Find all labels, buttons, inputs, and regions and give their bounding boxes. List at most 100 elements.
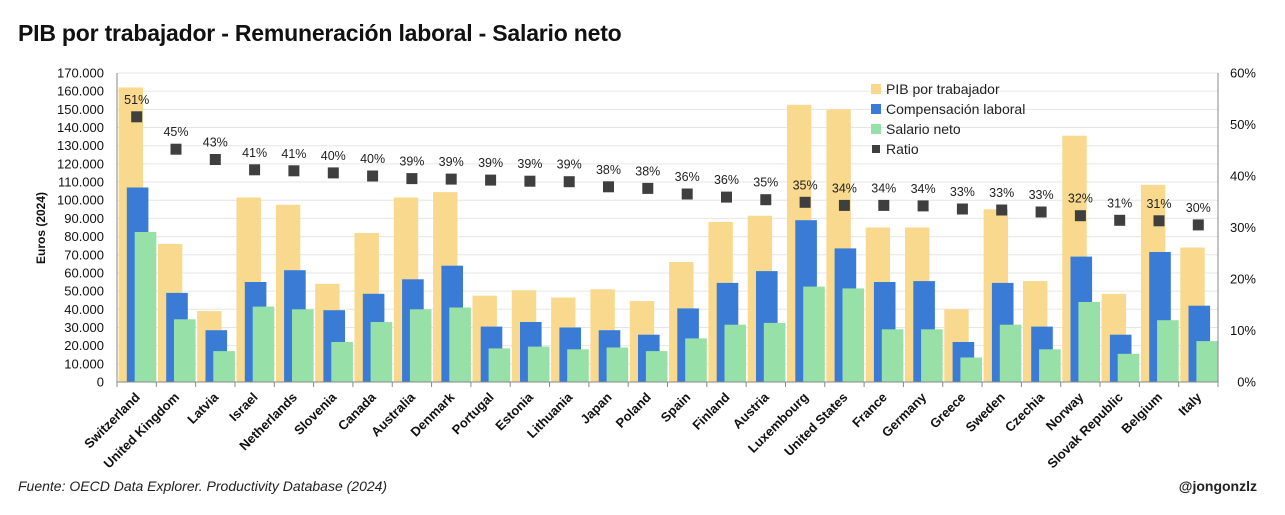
ratio-label: 31% [1146,197,1171,211]
category-label: Italy [1175,389,1205,419]
bar-salario [1039,349,1061,382]
y-axis-right-ticks: 0% 10% 20% 30% 40% 50% 60% [1230,66,1256,390]
bar-salario [567,349,589,382]
legend-swatch [871,84,881,94]
category-label: Denmark [407,389,457,439]
y-axis-left-ticks: 0 10.000 20.000 30.000 40.000 50.000 60.000 70.… [57,66,104,390]
ratio-label: 36% [714,173,739,187]
bar-salario [606,347,629,382]
chart-title: PIB por trabajador - Remuneración labora… [18,20,622,46]
y-tick-label: 50.000 [64,284,104,299]
ratio-marker [838,199,850,211]
bar-salario [134,232,157,382]
bar-salario [881,329,904,382]
ratio-label: 45% [163,125,188,139]
ratio-label: 38% [635,164,660,178]
ratio-label: 40% [360,152,385,166]
bar-salario [1117,353,1140,382]
ratio-marker [327,167,339,179]
y2-tick-label: 0% [1237,375,1256,390]
y-tick-label: 140.000 [57,120,104,135]
y-axis-label: Euros (2024) [34,192,48,264]
ratio-label: 30% [1186,201,1211,215]
y2-tick-label: 60% [1230,66,1256,81]
ratio-marker [1153,215,1165,227]
legend-swatch [871,104,881,114]
y-tick-label: 130.000 [57,138,104,153]
bar-salario [921,329,943,382]
bar-salario [449,307,471,382]
category-label: United Kingdom [101,390,183,472]
category-label: Belgium [1118,390,1165,437]
y2-tick-label: 50% [1230,117,1256,132]
category-label: Slovak Republic [1044,390,1126,472]
ratio-marker [170,143,182,155]
ratio-marker [485,174,497,186]
bar-salario [292,309,314,382]
legend-label: Ratio [886,141,919,157]
ratio-marker [878,199,890,211]
source-note: Fuente: OECD Data Explorer. Productivity… [18,478,388,494]
y-tick-label: 60.000 [64,265,104,280]
ratio-marker [799,196,811,208]
bar-salario [999,324,1022,382]
bar-salario [409,309,432,382]
legend-label: PIB por trabajador [886,81,1000,97]
ratio-label: 39% [439,155,464,169]
ratio-marker [956,203,968,215]
ratio-marker [917,200,929,212]
category-label: Latvia [184,389,222,427]
ratio-marker [996,204,1008,216]
y-tick-label: 40.000 [64,302,104,317]
category-label: Finland [689,389,732,432]
ratio-label: 39% [517,157,542,171]
ratio-markers-group: 51% 45% 43% 41% 41% 40% 40% 39% 39% 39% 39% 39% 38% 3… [124,93,1211,231]
bar-salario [645,351,668,382]
ratio-label: 43% [203,136,228,150]
ratio-marker [603,181,614,193]
ratio-marker [1114,214,1126,226]
bar-salario [252,306,275,382]
legend-label: Salario neto [886,121,961,137]
y-tick-label: 70.000 [64,247,104,262]
y2-tick-label: 40% [1230,169,1256,184]
y-tick-label: 0 [97,375,104,390]
ratio-label: 33% [1029,188,1054,202]
y-tick-label: 150.000 [57,102,104,117]
ratio-label: 40% [321,149,346,163]
category-label: Japan [577,389,614,426]
ratio-marker [406,173,418,185]
ratio-marker [288,165,300,177]
category-label: Poland [613,389,654,430]
ratio-marker [1035,206,1047,218]
bar-salario [1196,341,1218,382]
bar-salario [174,319,196,382]
category-label: Slovenia [291,389,340,438]
ratio-label: 51% [124,93,149,107]
ratio-label: 35% [753,176,778,190]
category-label: Israel [226,390,261,425]
y2-tick-label: 20% [1230,272,1256,287]
ratio-label: 34% [832,181,857,195]
ratio-marker [1192,219,1204,231]
ratio-label: 38% [596,163,621,177]
category-label: Spain [658,389,694,425]
ratio-marker [249,164,261,176]
ratio-label: 31% [1107,196,1132,210]
ratio-marker [367,170,379,182]
bar-salario [724,324,747,382]
ratio-marker [131,111,143,123]
legend-swatch [871,124,881,134]
y-tick-label: 110.000 [58,175,104,190]
bar-salario [842,288,865,382]
y-tick-label: 160.000 [57,84,104,99]
ratio-label: 39% [557,158,582,172]
bar-salario [213,351,235,382]
bar-salario [685,338,707,382]
ratio-marker [209,154,221,165]
legend-swatch [872,145,880,153]
ratio-marker [1074,210,1086,222]
ratio-label: 41% [281,147,306,161]
bar-salario [803,286,825,382]
